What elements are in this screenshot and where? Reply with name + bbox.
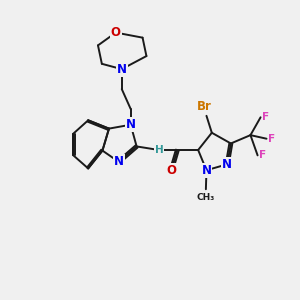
Text: N: N: [114, 155, 124, 168]
Text: Br: Br: [197, 100, 212, 113]
Text: H: H: [154, 145, 163, 155]
Text: F: F: [259, 150, 266, 160]
Text: N: N: [126, 118, 136, 131]
Text: N: N: [222, 158, 232, 171]
Text: F: F: [268, 134, 275, 144]
Text: F: F: [262, 112, 269, 122]
Text: N: N: [202, 164, 212, 177]
Text: O: O: [167, 164, 176, 177]
Text: CH₃: CH₃: [197, 193, 215, 202]
Text: N: N: [117, 63, 127, 76]
Text: O: O: [111, 26, 121, 39]
Text: methyl: methyl: [203, 192, 208, 193]
